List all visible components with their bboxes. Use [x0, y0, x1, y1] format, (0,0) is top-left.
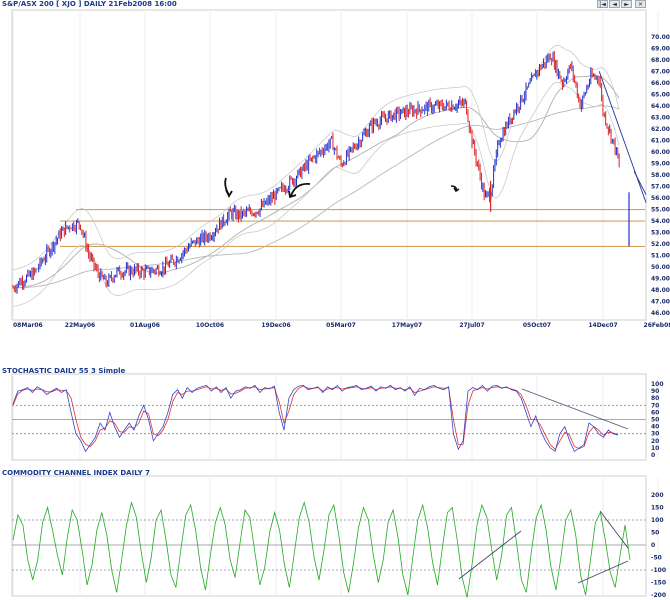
- price-y-tick-label: 54.00: [651, 218, 670, 225]
- annotation-arrow-1: [224, 177, 233, 198]
- price-x-tick-label: 27Jul07: [459, 322, 484, 329]
- price-y-tick-label: 51.00: [651, 253, 670, 260]
- price-x-tick-label: 14Dec07: [588, 322, 617, 329]
- price-y-tick-label: 65.00: [651, 91, 670, 98]
- price-y-tick-label: 49.00: [651, 276, 670, 283]
- cci-y-tick-label: -50: [651, 555, 662, 562]
- price-y-tick-label: 48.00: [651, 287, 670, 294]
- stochastic-y-tick-label: 30: [651, 431, 659, 438]
- stochastic-y-tick-label: 50: [651, 417, 659, 424]
- price-y-tick-label: 64.00: [651, 103, 670, 110]
- price-y-tick-label: 55.00: [651, 207, 670, 214]
- price-y-tick-label: 53.00: [651, 230, 670, 237]
- price-x-tick-label: 26Feb08: [644, 322, 670, 329]
- cci-y-tick-label: 50: [651, 530, 659, 537]
- cci-y-tick-label: -200: [651, 592, 666, 599]
- price-y-tick-label: 50.00: [651, 264, 670, 271]
- cci-y-tick-label: -100: [651, 567, 666, 574]
- ma-medium-line: [12, 75, 620, 289]
- price-y-tick-label: 62.00: [651, 126, 670, 133]
- price-y-tick-label: 57.00: [651, 184, 670, 191]
- cci-title: COMMODITY CHANNEL INDEX DAILY 7: [2, 469, 150, 477]
- stochastic-y-tick-label: 60: [651, 409, 659, 416]
- band-upper-line: [12, 45, 620, 270]
- cci-y-tick-label: 150: [651, 505, 664, 512]
- price-y-tick-label: 56.00: [651, 195, 670, 202]
- annotation-arrow-3: [450, 185, 460, 193]
- price-y-tick-label: 52.00: [651, 241, 670, 248]
- annotation-arrow-2: [288, 182, 311, 199]
- stochastic-panel-frame: [11, 373, 647, 461]
- price-y-tick-label: 66.00: [651, 80, 670, 87]
- price-y-tick-label: 67.00: [651, 68, 670, 75]
- price-x-tick-label: 05Mar07: [326, 322, 356, 329]
- stochastic-d-line: [12, 385, 619, 450]
- next-button[interactable]: ►: [621, 0, 632, 8]
- price-trendline: [633, 171, 647, 195]
- close-button[interactable]: ✕: [635, 0, 646, 8]
- cci-y-tick-label: 200: [651, 492, 664, 499]
- stochastic-y-tick-label: 20: [651, 438, 659, 445]
- ma-long-line: [13, 105, 620, 289]
- band-lower-line: [12, 81, 620, 307]
- cci-trendline: [577, 560, 629, 584]
- cci-y-tick-label: 0: [651, 542, 655, 549]
- stochastic-title: STOCHASTIC DAILY 55 3 Simple: [2, 367, 126, 375]
- price-x-tick-label: 10Oct06: [196, 322, 224, 329]
- price-y-tick-label: 60.00: [651, 149, 670, 156]
- price-x-tick-label: 08Mar06: [13, 322, 43, 329]
- price-panel-frame: [11, 9, 647, 321]
- first-page-button[interactable]: |◄: [597, 0, 608, 8]
- price-x-tick-label: 22May06: [65, 322, 95, 329]
- cci-trendline: [458, 530, 522, 580]
- cci-y-tick-label: -150: [651, 580, 666, 587]
- price-x-tick-label: 05Oct07: [523, 322, 551, 329]
- stochastic-y-tick-label: 90: [651, 388, 659, 395]
- price-y-tick-label: 69.00: [651, 45, 670, 52]
- stochastic-k-line: [12, 384, 619, 453]
- price-y-tick-label: 58.00: [651, 172, 670, 179]
- price-y-tick-label: 68.00: [651, 57, 670, 64]
- cci-panel-frame: [11, 475, 647, 597]
- stochastic-y-tick-label: 70: [651, 402, 659, 409]
- stochastic-y-tick-label: 40: [651, 424, 659, 431]
- cci-line: [12, 500, 631, 598]
- price-y-tick-label: 59.00: [651, 160, 670, 167]
- cci-y-tick-label: 100: [651, 517, 664, 524]
- price-y-tick-label: 63.00: [651, 114, 670, 121]
- stochastic-y-tick-label: 10: [651, 445, 659, 452]
- price-x-tick-label: 17May07: [392, 322, 422, 329]
- price-y-tick-label: 61.00: [651, 137, 670, 144]
- stochastic-y-tick-label: 80: [651, 395, 659, 402]
- stochastic-trendline: [521, 388, 629, 430]
- price-y-tick-label: 47.00: [651, 299, 670, 306]
- price-x-tick-label: 01Aug06: [130, 322, 160, 329]
- price-y-tick-label: 70.00: [651, 34, 670, 41]
- price-trendline: [598, 71, 647, 203]
- stochastic-y-tick-label: 100: [651, 381, 664, 388]
- price-y-tick-label: 46.00: [651, 310, 670, 317]
- previous-button[interactable]: ◄: [609, 0, 620, 8]
- price-x-tick-label: 19Dec06: [261, 322, 290, 329]
- stochastic-y-tick-label: 0: [651, 452, 655, 459]
- price-chart-title: S&P/ASX 200 [ XJO ] DAILY 21Feb2008 16:0…: [2, 0, 177, 8]
- cci-trendline: [599, 510, 629, 549]
